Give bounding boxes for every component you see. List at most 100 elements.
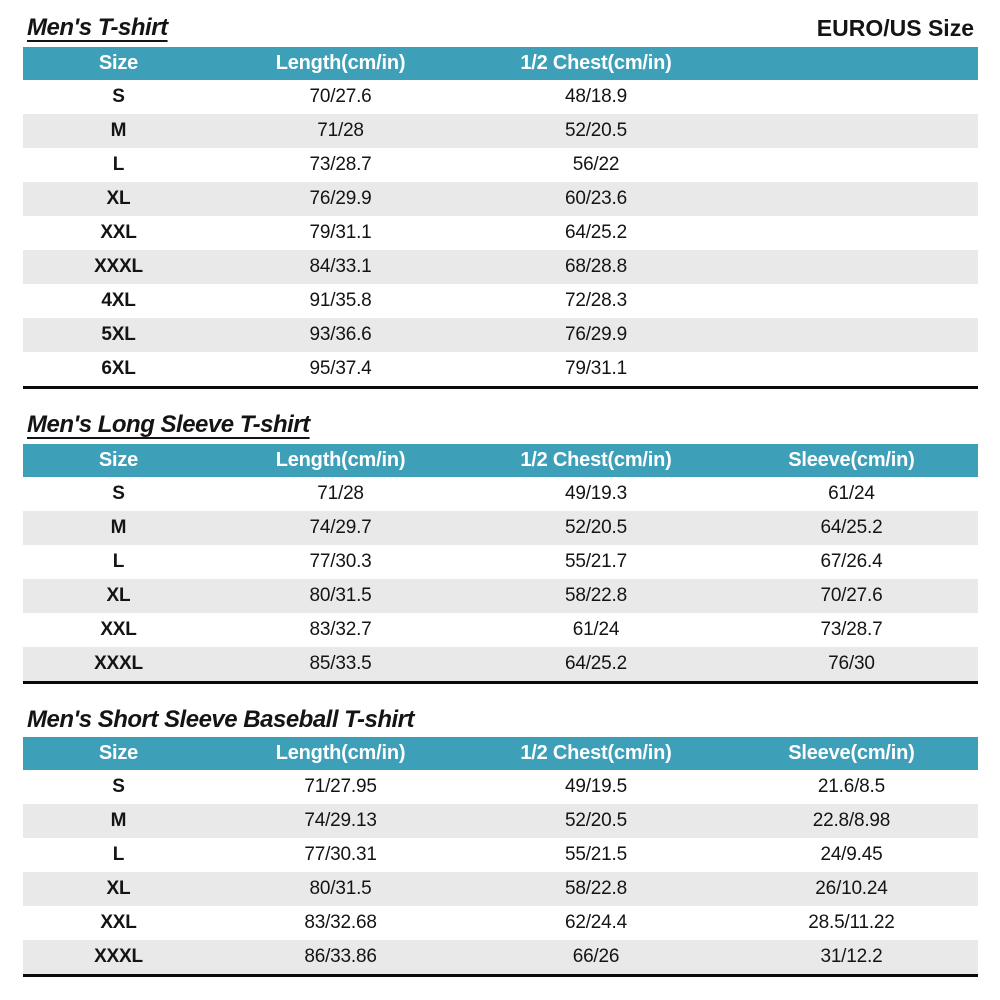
measurement-cell: 84/33.1	[214, 250, 468, 284]
measurement-cell: 93/36.6	[214, 318, 468, 352]
measurement-cell: 68/28.8	[467, 250, 725, 284]
table-row-size-xxl: XXL 79/31.1 64/25.2	[23, 216, 978, 250]
table-row-size-xxxl: XXXL 84/33.1 68/28.8	[23, 250, 978, 284]
section-title-mens-tshirt: Men's T-shirt	[27, 14, 168, 41]
measurement-cell: 76/29.9	[214, 182, 468, 216]
measurement-cell: 22.8/8.98	[724, 804, 978, 838]
column-header-sleeve-cm-in: Sleeve(cm/in)	[724, 444, 978, 477]
table-row-size-l: L 77/30.31 55/21.5 24/9.45	[23, 838, 978, 872]
table-row-size-xxxl: XXXL 85/33.5 64/25.2 76/30	[23, 647, 978, 683]
measurement-cell	[725, 352, 978, 388]
measurement-cell: 95/37.4	[309, 358, 372, 379]
measurement-cell: 76/29.9	[467, 318, 725, 352]
measurement-cell: 21.6/8.5	[817, 776, 885, 797]
measurement-cell: 55/21.7	[564, 551, 627, 572]
measurement-cell: 28.5/11.22	[808, 912, 895, 933]
measurement-cell: 83/32.7	[309, 619, 372, 640]
measurement-cell: 79/31.1	[564, 358, 627, 379]
measurement-cell: 67/26.4	[820, 551, 883, 572]
measurement-cell	[724, 318, 978, 352]
measurement-cell	[725, 80, 978, 114]
measurement-cell: 71/27.95	[304, 776, 377, 797]
size-cell: XXXL	[23, 647, 214, 683]
measurement-cell: 73/28.7	[309, 154, 372, 175]
table-row-size-m: M 74/29.13 52/20.5 22.8/8.98	[23, 804, 978, 838]
measurement-cell: 66/26	[467, 940, 725, 976]
table-row-size-l: L 73/28.7 56/22	[23, 148, 978, 182]
size-cell: XXL	[100, 619, 137, 640]
table-row-size-s: S 71/28 49/19.3 61/24	[23, 477, 978, 511]
column-header-empty	[724, 47, 978, 80]
table-row-size-m: M 74/29.7 52/20.5 64/25.2	[23, 511, 978, 545]
measurement-cell: 58/22.8	[467, 579, 725, 613]
measurement-cell: 55/21.5	[564, 844, 627, 865]
table-row-size-m: M 71/28 52/20.5	[23, 114, 978, 148]
size-cell: M	[23, 804, 214, 838]
measurement-cell: 61/24	[572, 619, 620, 640]
table-row-size-xl: XL 80/31.5 58/22.8 26/10.24	[23, 872, 978, 906]
size-cell: XL	[23, 579, 214, 613]
euro-us-size-label: EURO/US Size	[816, 15, 974, 41]
measurement-cell	[724, 250, 978, 284]
measurement-cell: 72/28.3	[564, 290, 627, 311]
mens-long-sleeve-tshirt-size-table: Size Length(cm/in) 1/2 Chest(cm/in) Sleeve(…	[23, 444, 978, 684]
measurement-cell	[725, 216, 978, 250]
measurement-cell: 70/27.6	[724, 579, 978, 613]
measurement-cell: 77/30.3	[309, 551, 372, 572]
table-row-size-xxl: XXL 83/32.7 61/24 73/28.7	[23, 613, 978, 647]
mens-short-sleeve-baseball-tshirt-section-head: Men's Short Sleeve Baseball T-shirt	[27, 706, 974, 734]
measurement-cell: 48/18.9	[564, 86, 627, 107]
column-header-size: Size	[23, 444, 214, 477]
size-cell: 6XL	[101, 358, 136, 379]
size-cell: XXL	[100, 222, 137, 243]
column-header-length-cm-in: Length(cm/in)	[214, 444, 468, 477]
measurement-cell: 62/24.4	[564, 912, 627, 933]
column-header-length-cm-in: Length(cm/in)	[214, 737, 468, 770]
measurement-cell: 26/10.24	[724, 872, 978, 906]
measurement-cell: 74/29.13	[214, 804, 468, 838]
column-header-1-2-chest-cm-in: 1/2 Chest(cm/in)	[467, 47, 725, 80]
table-row-size-xxl: XXL 83/32.68 62/24.4 28.5/11.22	[23, 906, 978, 940]
size-cell: M	[23, 511, 214, 545]
measurement-cell: 24/9.45	[820, 844, 883, 865]
size-cell: XXXL	[23, 250, 214, 284]
measurement-cell: 31/12.2	[724, 940, 978, 976]
measurement-cell: 61/24	[828, 483, 875, 504]
measurement-cell: 91/35.8	[309, 290, 372, 311]
mens-tshirt-section-head: Men's T-shirt EURO/US Size	[27, 14, 974, 42]
measurement-cell	[725, 284, 978, 318]
measurement-cell: 49/19.5	[564, 776, 627, 797]
table-row-size-xl: XL 76/29.9 60/23.6	[23, 182, 978, 216]
table-row-size-l: L 77/30.3 55/21.7 67/26.4	[23, 545, 978, 579]
measurement-cell: 52/20.5	[467, 804, 725, 838]
measurement-cell: 52/20.5	[467, 511, 725, 545]
mens-short-sleeve-baseball-tshirt-section: Men's Short Sleeve Baseball T-shirt Size…	[23, 706, 978, 977]
size-cell: S	[112, 86, 125, 107]
measurement-cell: 77/30.31	[304, 844, 377, 865]
mens-long-sleeve-tshirt-section: Men's Long Sleeve T-shirt Size Length(cm/…	[23, 411, 978, 684]
mens-short-sleeve-baseball-tshirt-size-table: Size Length(cm/in) 1/2 Chest(cm/in) Sleeve(…	[23, 737, 978, 977]
size-cell: S	[112, 483, 125, 504]
column-header-1-2-chest-cm-in: 1/2 Chest(cm/in)	[467, 737, 725, 770]
size-cell: S	[112, 776, 125, 797]
measurement-cell: 71/28	[317, 483, 364, 504]
measurement-cell: 60/23.6	[467, 182, 725, 216]
column-header-size: Size	[23, 47, 214, 80]
measurement-cell: 64/25.2	[467, 647, 725, 683]
size-cell: XL	[23, 182, 214, 216]
column-header-sleeve-cm-in: Sleeve(cm/in)	[724, 737, 978, 770]
table-row-size-4xl: 4XL 91/35.8 72/28.3	[23, 284, 978, 318]
measurement-cell	[724, 182, 978, 216]
section-title-mens-long-sleeve-tshirt: Men's Long Sleeve T-shirt	[27, 411, 310, 438]
measurement-cell	[724, 114, 978, 148]
measurement-cell: 74/29.7	[214, 511, 468, 545]
measurement-cell: 52/20.5	[467, 114, 725, 148]
measurement-cell	[725, 148, 978, 182]
measurement-cell: 80/31.5	[214, 872, 468, 906]
measurement-cell: 70/27.6	[309, 86, 372, 107]
size-cell: XL	[23, 872, 214, 906]
measurement-cell: 80/31.5	[214, 579, 468, 613]
table-row-size-xxxl: XXXL 86/33.86 66/26 31/12.2	[23, 940, 978, 976]
mens-tshirt-section: Men's T-shirt EURO/US Size Size Length(cm…	[23, 14, 978, 389]
section-title-mens-short-sleeve-baseball-tshirt: Men's Short Sleeve Baseball T-shirt	[27, 706, 415, 733]
